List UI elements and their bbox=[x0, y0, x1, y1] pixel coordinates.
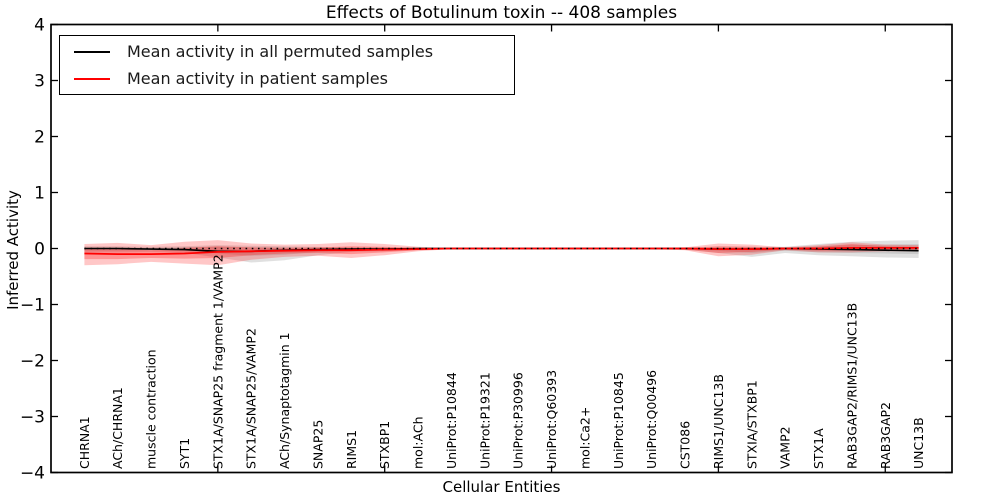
y-tick-label: −2 bbox=[20, 352, 45, 372]
permuted-line-swatch bbox=[74, 50, 110, 53]
x-category-label: STX1A bbox=[811, 428, 826, 469]
x-category-label: UniProt:P10844 bbox=[444, 372, 459, 469]
legend-row-patient: Mean activity in patient samples bbox=[74, 69, 514, 88]
permuted-band-outer-band bbox=[84, 240, 919, 263]
x-category-label: RIMS1/UNC13B bbox=[711, 374, 726, 469]
x-category-label: RAB3GAP2 bbox=[878, 402, 893, 469]
x-category-label: SYT1 bbox=[177, 438, 192, 469]
x-category-label: STX1A/SNAP25/VAMP2 bbox=[244, 328, 259, 469]
y-tick-label: 2 bbox=[34, 128, 45, 148]
x-category-label: VAMP2 bbox=[778, 426, 793, 469]
y-tick-label: 0 bbox=[34, 240, 45, 260]
legend-row-permuted: Mean activity in all permuted samples bbox=[74, 42, 514, 61]
legend-label-patient: Mean activity in patient samples bbox=[127, 69, 388, 88]
x-category-label: UniProt:Q60393 bbox=[544, 370, 559, 469]
y-tick-label: 4 bbox=[34, 16, 45, 36]
x-category-label: CHRNA1 bbox=[77, 416, 92, 469]
x-category-label: UniProt:P10845 bbox=[611, 372, 626, 469]
x-category-label: UniProt:Q00496 bbox=[644, 370, 659, 469]
x-category-label: SNAP25 bbox=[311, 420, 326, 469]
x-category-label: UniProt:P19321 bbox=[477, 372, 492, 469]
y-tick-label: 3 bbox=[34, 72, 45, 92]
y-tick-label: −3 bbox=[20, 408, 45, 428]
legend: Mean activity in all permuted samples Me… bbox=[59, 35, 515, 95]
x-category-label: CST086 bbox=[678, 421, 693, 469]
x-category-label: UniProt:P30996 bbox=[511, 372, 526, 469]
x-category-label: ACh/CHRNA1 bbox=[110, 387, 125, 469]
x-category-label: UNC13B bbox=[911, 417, 926, 469]
y-tick-label: −4 bbox=[20, 464, 45, 484]
x-category-label: mol:ACh bbox=[411, 417, 426, 470]
patient-line-swatch bbox=[74, 77, 110, 80]
permuted-band-inner-band bbox=[84, 244, 919, 256]
x-category-label: STX1A/SNAP25 fragment 1/VAMP2 bbox=[210, 254, 225, 469]
x-category-label: mol:Ca2+ bbox=[577, 407, 592, 469]
x-category-label: STXBP1 bbox=[377, 421, 392, 469]
x-category-label: RIMS1 bbox=[344, 430, 359, 469]
chart-title: Effects of Botulinum toxin -- 408 sample… bbox=[325, 3, 678, 23]
patient-band-inner-band bbox=[84, 244, 919, 260]
y-tick-label: −1 bbox=[20, 296, 45, 316]
x-category-label: STXIA/STXBP1 bbox=[744, 380, 759, 469]
patient-band-outer-band bbox=[84, 240, 919, 266]
legend-label-permuted: Mean activity in all permuted samples bbox=[127, 42, 434, 61]
x-category-label: muscle contraction bbox=[144, 349, 159, 469]
x-category-label: RAB3GAP2/RIMS1/UNC13B bbox=[844, 303, 859, 469]
x-axis-title: Cellular Entities bbox=[442, 478, 561, 496]
y-tick-label: 1 bbox=[34, 184, 45, 204]
x-category-label: ACh/Synaptotagmin 1 bbox=[277, 332, 292, 469]
